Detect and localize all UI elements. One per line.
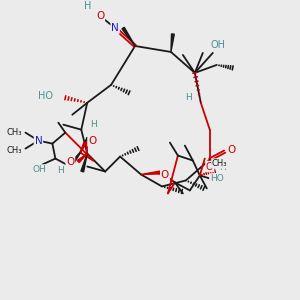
Text: H: H: [57, 166, 64, 175]
Text: H: H: [84, 1, 91, 11]
Text: OH: OH: [210, 40, 225, 50]
Text: O: O: [161, 170, 169, 181]
Text: H: H: [219, 163, 226, 172]
Text: CH₃: CH₃: [212, 159, 227, 168]
Text: O: O: [66, 157, 74, 166]
Text: N: N: [34, 136, 42, 146]
Polygon shape: [80, 142, 86, 153]
Polygon shape: [171, 34, 174, 52]
Text: CH₃: CH₃: [7, 146, 22, 155]
Text: O: O: [206, 161, 214, 172]
Text: OH: OH: [33, 165, 46, 174]
Polygon shape: [141, 171, 160, 175]
Text: H: H: [90, 120, 97, 129]
Text: O: O: [228, 145, 236, 154]
Text: CH₃: CH₃: [7, 128, 22, 137]
Text: N: N: [111, 23, 119, 33]
Text: H: H: [185, 93, 192, 102]
Text: HO: HO: [210, 174, 224, 183]
Polygon shape: [81, 154, 87, 172]
Polygon shape: [122, 27, 135, 46]
Text: O: O: [88, 136, 96, 146]
Text: O: O: [96, 11, 104, 21]
Text: HO: HO: [38, 91, 53, 101]
Polygon shape: [77, 154, 87, 163]
